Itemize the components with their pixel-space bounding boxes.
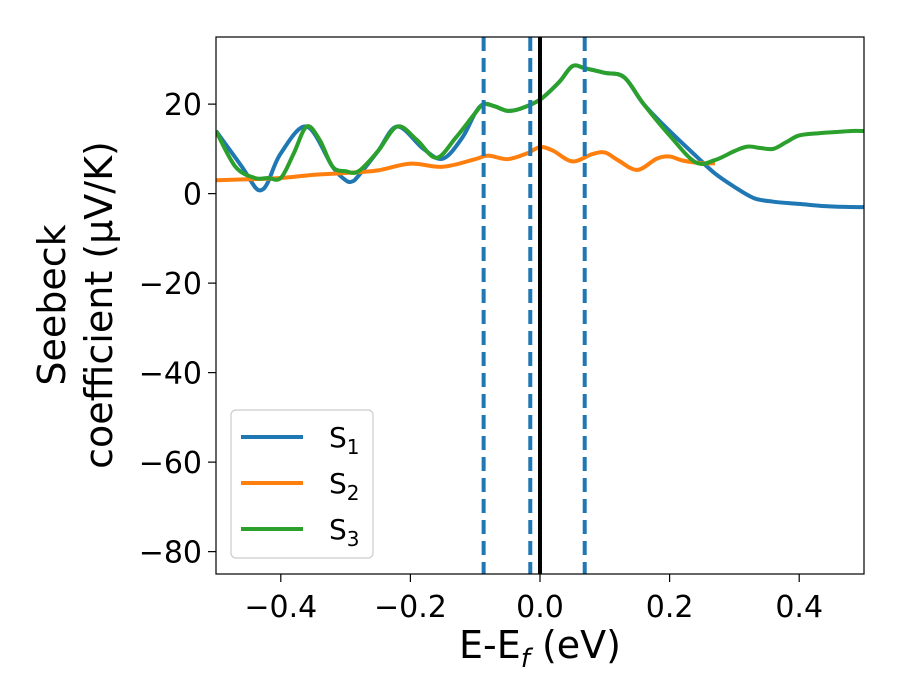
x-tick-label: 0.2: [646, 590, 694, 625]
legend-label-s2-sub: 2: [347, 481, 360, 505]
x-tick-label: −0.2: [374, 590, 447, 625]
axis-ticks: −0.4 −0.2 0.0 0.2 0.4 −80 −60 −40 −20 0 20: [139, 88, 823, 625]
legend-label-s3-sub: 3: [347, 527, 360, 551]
legend: S1 S2 S3: [230, 409, 374, 559]
y-tick-label: 20: [164, 88, 202, 123]
y-tick-label: −40: [139, 357, 202, 392]
plot-area: [216, 37, 864, 574]
x-axis-title: E-Ef (eV): [459, 623, 621, 674]
series-line-s3: [216, 63, 864, 182]
legend-label-s2: S2: [329, 467, 360, 505]
legend-label-s3: S3: [329, 513, 360, 551]
legend-label-s1-main: S: [329, 421, 347, 454]
x-tick-label: −0.4: [244, 590, 317, 625]
y-axis-title-line-1: Seebeck: [30, 224, 74, 385]
x-tick-label: 0.4: [775, 590, 823, 625]
legend-label-s2-main: S: [329, 467, 347, 500]
legend-label-s3-main: S: [329, 513, 347, 546]
y-tick-label: −60: [139, 446, 202, 481]
legend-label-s1-sub: 1: [347, 435, 360, 459]
series-line-s2: [216, 145, 715, 183]
x-axis-title-main: E-E: [459, 623, 521, 667]
y-tick-label: −20: [139, 267, 202, 302]
legend-label-s1: S1: [329, 421, 360, 459]
x-tick-label: 0.0: [516, 590, 564, 625]
y-tick-label: 0: [183, 178, 202, 213]
y-tick-label: −80: [139, 536, 202, 571]
y-axis-title-line-2: coefficient (μV/K): [77, 141, 121, 469]
x-axis-title-rest: (eV): [530, 623, 621, 667]
